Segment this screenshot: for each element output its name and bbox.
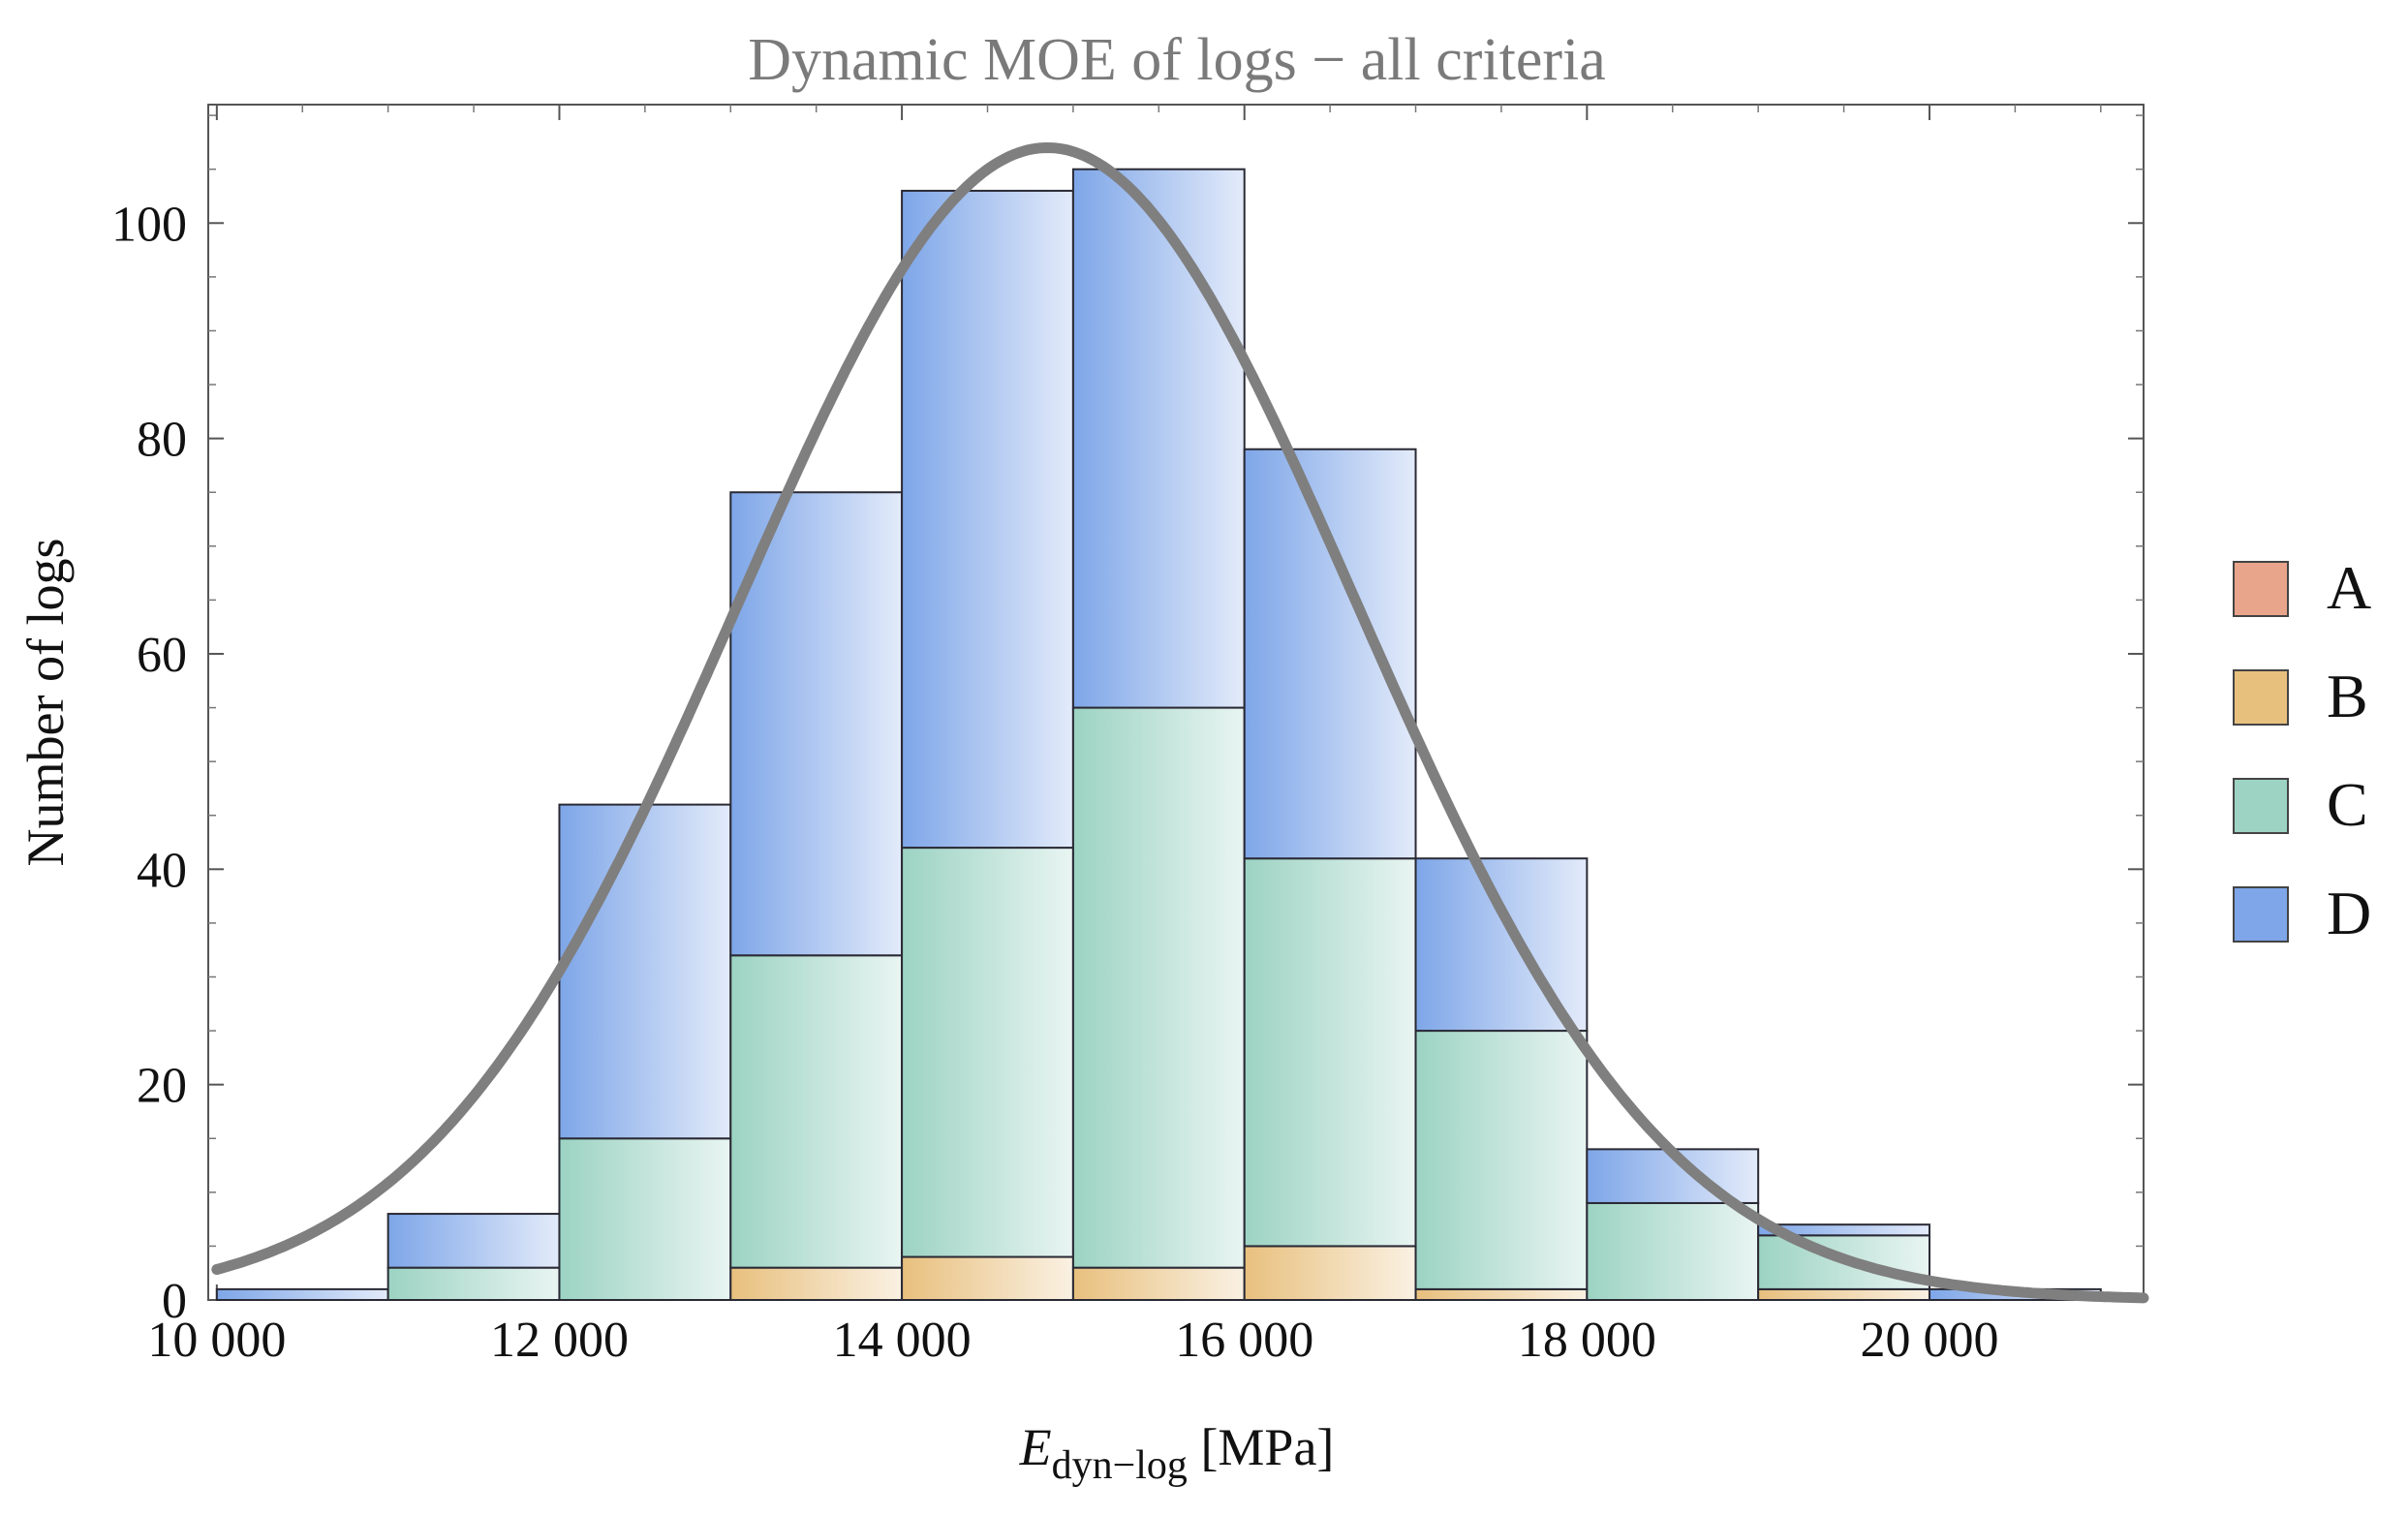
x-axis-label: Edyn−log [MPa]: [1019, 1418, 1335, 1488]
legend-swatch-c: [2233, 778, 2289, 834]
y-tick-label: 60: [137, 628, 187, 683]
bar-c: [1243, 857, 1417, 1248]
legend-swatch-d: [2233, 886, 2289, 943]
x-tick-label: 10 000: [147, 1313, 286, 1368]
bar-c: [729, 954, 904, 1269]
y-tick-label: 20: [137, 1059, 187, 1114]
x-axis-label-main: E: [1019, 1418, 1052, 1476]
bar-c: [901, 847, 1074, 1258]
fit-curve-group: [211, 142, 2149, 1304]
bar-c: [1586, 1201, 1760, 1301]
bar-c: [558, 1137, 732, 1302]
bar-b: [1243, 1245, 1417, 1302]
bar-d: [215, 1287, 389, 1302]
bars: [215, 168, 2102, 1302]
x-tick-label: 12 000: [490, 1313, 629, 1368]
y-axis: 0 20 40 60 80 100: [111, 114, 2144, 1329]
bar-d: [729, 491, 904, 957]
x-tick-label: 16 000: [1175, 1313, 1313, 1368]
x-tick-label: 20 000: [1860, 1313, 1998, 1368]
bar-d: [1757, 1223, 1930, 1237]
x-axis-label-unit: [MPa]: [1188, 1418, 1334, 1476]
chart-title: Dynamic MOE of logs − all criteria: [748, 27, 1606, 93]
bar-c: [386, 1266, 561, 1302]
y-tick-label: 100: [111, 197, 187, 252]
x-tick-label: 14 000: [833, 1313, 972, 1368]
bar-d: [386, 1213, 561, 1269]
x-axis-label-subscript: dyn−log: [1052, 1443, 1188, 1488]
bar-d: [1071, 168, 1246, 709]
bar-c: [1071, 706, 1246, 1269]
legend-label-a: A: [2327, 553, 2371, 622]
bar-d: [1243, 448, 1417, 860]
fit-curve: [211, 142, 2149, 1304]
bar-b: [729, 1266, 904, 1302]
bar-d: [558, 803, 732, 1140]
legend-label-d: D: [2327, 879, 2371, 947]
legend-swatch-b: [2233, 669, 2289, 726]
bar-b: [901, 1255, 1074, 1301]
bar-d: [901, 189, 1074, 850]
x-tick-label: 18 000: [1518, 1313, 1656, 1368]
bar-b: [1757, 1287, 1930, 1302]
bar-c: [1414, 1030, 1589, 1290]
y-tick-label: 40: [137, 843, 187, 898]
legend-label-c: C: [2327, 770, 2368, 839]
y-tick-label: 80: [137, 413, 187, 468]
y-axis-label: Number of logs: [16, 539, 75, 867]
legend-swatch-a: [2233, 561, 2289, 617]
x-axis: 10 000 12 000 14 000 16 000 18 000 20 000: [147, 105, 2102, 1368]
y-tick-label: 0: [162, 1274, 187, 1329]
bar-b: [1414, 1287, 1589, 1302]
bar-b: [1071, 1266, 1246, 1302]
legend-label-b: B: [2327, 662, 2368, 730]
